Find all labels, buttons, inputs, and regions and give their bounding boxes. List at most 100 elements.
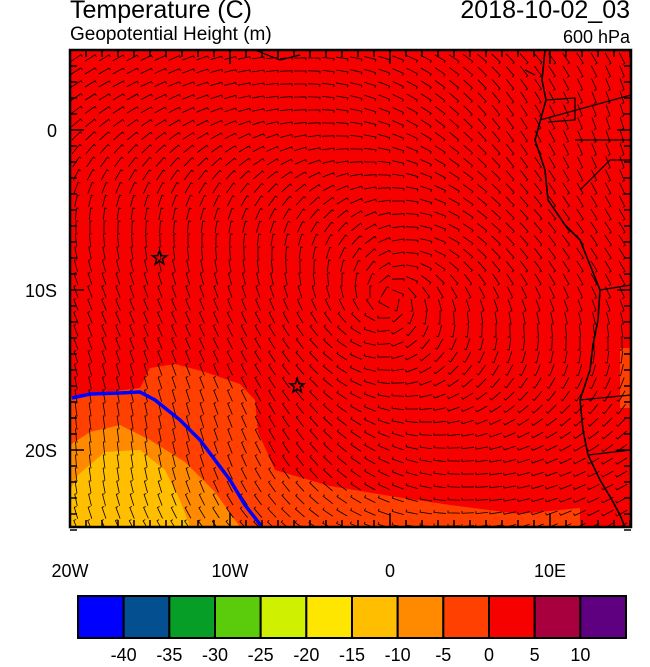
wind-barb <box>448 67 460 77</box>
wind-barb <box>505 209 515 221</box>
wind-barb <box>491 170 501 182</box>
wind-barb <box>131 220 135 234</box>
wind-barb <box>127 156 138 167</box>
wind-barb <box>577 104 583 117</box>
wind-barb <box>322 184 335 192</box>
wind-barb <box>448 197 460 207</box>
wind-barb <box>478 273 487 286</box>
wind-barb <box>350 121 363 127</box>
wind-barb <box>87 259 92 272</box>
wind-barb <box>115 272 121 285</box>
wind-barb <box>406 133 418 141</box>
wind-barb <box>224 120 237 126</box>
wind-barb <box>475 392 488 401</box>
wind-barb <box>113 144 125 154</box>
wind-barb <box>199 272 205 285</box>
wind-barb <box>477 105 487 117</box>
wind-barb <box>364 198 377 204</box>
x-tick-label: 10W <box>211 561 248 581</box>
wind-barb <box>477 79 487 91</box>
wind-barb <box>267 493 277 505</box>
wind-barb <box>434 338 444 350</box>
wind-barb <box>143 324 149 337</box>
wind-barb <box>254 467 262 480</box>
wind-barb <box>341 272 345 286</box>
wind-barb <box>158 454 162 467</box>
wind-barb <box>239 170 251 180</box>
wind-barb <box>183 144 195 154</box>
wind-barb <box>296 208 306 220</box>
wind-barb <box>322 364 333 375</box>
wind-barb <box>615 496 628 504</box>
wind-barb <box>519 248 529 260</box>
wind-barb <box>71 118 83 128</box>
wind-barb <box>433 470 447 476</box>
wind-barb <box>532 391 543 402</box>
wind-barb <box>157 389 162 402</box>
wind-barb <box>447 445 461 449</box>
wind-barb <box>295 363 305 375</box>
wind-barb <box>336 507 348 517</box>
wind-barb <box>227 207 235 220</box>
wind-barb <box>140 67 153 74</box>
wind-barb <box>562 247 571 260</box>
wind-barb <box>211 169 222 180</box>
wind-barb <box>88 389 92 402</box>
wind-barb <box>465 299 471 312</box>
wind-barb <box>549 286 556 299</box>
wind-barb <box>520 143 528 156</box>
wind-barb <box>420 185 433 193</box>
wind-barb <box>449 274 459 286</box>
wind-barb <box>184 169 194 181</box>
wind-barb <box>266 121 279 125</box>
wind-barb <box>363 508 376 516</box>
wind-barb <box>406 276 419 284</box>
wind-barb <box>279 96 293 99</box>
wind-barb <box>489 459 502 463</box>
wind-barb <box>392 68 405 76</box>
wind-barb <box>115 350 121 363</box>
wind-barb <box>604 364 610 377</box>
colorbar-swatch <box>122 595 171 639</box>
wind-barb <box>157 337 163 350</box>
wind-barb <box>350 108 363 114</box>
wind-barb <box>363 378 376 386</box>
wind-barb <box>434 67 446 77</box>
wind-barb <box>350 173 363 177</box>
wind-barb <box>266 158 279 166</box>
wind-barb <box>308 184 321 192</box>
wind-barb <box>350 507 362 517</box>
wind-barb <box>564 312 568 325</box>
wind-barb <box>210 132 223 140</box>
wind-barb <box>562 156 570 169</box>
wind-barb <box>392 120 405 128</box>
wind-barb <box>102 246 106 259</box>
wind-barb <box>448 184 460 194</box>
wind-barb <box>101 181 109 194</box>
wind-barb <box>559 458 572 465</box>
wind-barb <box>72 156 82 168</box>
wind-barb <box>522 312 526 325</box>
wind-barb <box>296 311 304 324</box>
wind-barb <box>619 130 625 143</box>
wind-barb <box>143 311 149 324</box>
wind-barb <box>102 233 106 247</box>
wind-barb <box>363 391 376 399</box>
wind-barb <box>366 260 376 272</box>
wind-barb <box>98 67 111 75</box>
wind-barb <box>461 471 475 475</box>
wind-barb <box>171 376 177 389</box>
wind-barb <box>391 355 404 360</box>
wind-barb <box>296 324 304 337</box>
wind-barb <box>364 417 376 425</box>
wind-barb <box>364 81 377 89</box>
wind-barb <box>84 93 97 101</box>
wind-barb <box>548 156 556 169</box>
wind-barb <box>126 67 139 75</box>
wind-barb <box>280 158 293 166</box>
wind-barb <box>212 324 219 337</box>
wind-barb <box>294 507 305 518</box>
wind-barb <box>154 131 167 140</box>
wind-barb <box>144 467 148 480</box>
wind-barb <box>377 443 390 451</box>
